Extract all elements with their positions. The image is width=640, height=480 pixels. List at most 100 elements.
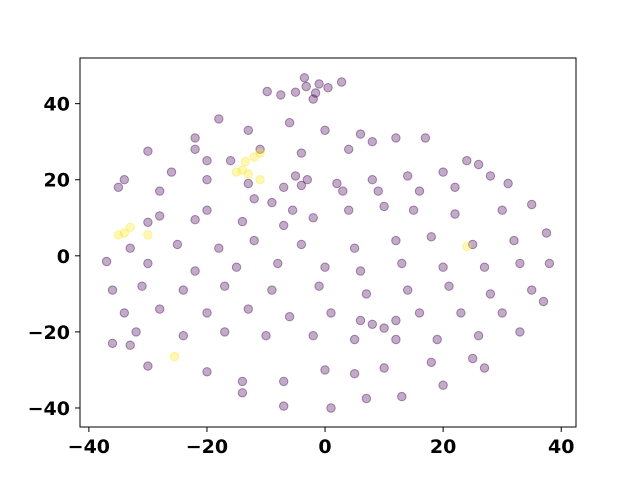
scatter-point-class-0 [336, 77, 347, 87]
scatter-point-class-1 [119, 228, 130, 238]
scatter-point-class-0 [284, 118, 295, 128]
scatter-point-class-0 [403, 171, 413, 181]
scatter-point-class-0 [509, 235, 519, 246]
scatter-point-class-0 [249, 235, 259, 246]
scatter-point-class-1 [255, 175, 265, 185]
scatter-point-class-0 [202, 205, 212, 215]
scatter-point-class-0 [131, 327, 141, 337]
scatter-point-class-0 [107, 338, 118, 348]
scatter-point-class-0 [237, 388, 248, 398]
scatter-point-class-0 [308, 331, 318, 341]
scatter-point-class-0 [391, 235, 401, 246]
scatter-point-class-1 [240, 156, 251, 167]
scatter-point-class-0 [214, 243, 224, 253]
scatter-point-class-0 [143, 217, 153, 228]
scatter-point-class-0 [314, 79, 324, 89]
scatter-point-class-0 [468, 239, 478, 250]
scatter-point-class-0 [308, 94, 318, 104]
scatter-point-class-0 [119, 175, 130, 185]
scatter-point-class-0 [414, 186, 425, 196]
scatter-point-class-0 [344, 205, 354, 215]
scatter-point-class-0 [361, 289, 372, 299]
scatter-point-class-0 [143, 258, 153, 269]
scatter-point-class-0 [503, 178, 513, 189]
scatter-point-class-0 [450, 182, 460, 193]
scatter-point-class-1 [249, 152, 259, 162]
scatter-point-class-0 [273, 258, 283, 269]
scatter-point-class-1 [113, 230, 124, 240]
scatter-point-class-0 [468, 353, 478, 364]
scatter-point-class-0 [391, 315, 401, 326]
scatter-point-class-0 [279, 220, 289, 231]
scatter-point-class-0 [473, 159, 484, 170]
scatter-point-class-0 [497, 205, 507, 215]
scatter-point-class-0 [373, 186, 383, 196]
scatter-point-class-0 [267, 285, 277, 295]
scatter-point-class-0 [279, 182, 289, 193]
scatter-point-class-0 [367, 175, 377, 185]
scatter-point-class-0 [349, 243, 360, 253]
scatter-point-class-0 [214, 114, 224, 124]
scatter-point-class-0 [432, 334, 442, 345]
scatter-point-class-0 [255, 144, 265, 155]
scatter-point-class-0 [243, 304, 254, 314]
scatter-point-class-0 [202, 156, 212, 166]
scatter-point-class-0 [299, 73, 310, 83]
scatter-point-class-0 [155, 211, 165, 221]
scatter-point-class-0 [290, 171, 301, 181]
x-axis-ticks: −40 −20 0 20 40 [68, 427, 574, 458]
scatter-point-class-0 [462, 156, 472, 166]
scatter-point-class-0 [202, 175, 212, 185]
x-tick-label: 40 [548, 436, 574, 458]
scatter-point-class-0 [379, 323, 389, 333]
scatter-point-class-0 [243, 178, 254, 189]
scatter-point-class-0 [296, 239, 307, 250]
scatter-point-class-0 [391, 334, 401, 345]
scatter-point-class-0 [338, 186, 348, 196]
scatter-point-class-0 [541, 228, 552, 238]
scatter-point-class-0 [113, 182, 124, 193]
scatter-point-class-0 [485, 289, 496, 299]
scatter-point-class-0 [287, 205, 298, 215]
scatter-point-class-0 [349, 334, 360, 345]
scatter-point-class-0 [155, 186, 165, 196]
scatter-point-class-0 [320, 262, 330, 272]
scatter-point-class-0 [326, 308, 336, 318]
scatter-point-class-1 [462, 241, 472, 252]
scatter-point-class-0 [279, 401, 289, 411]
y-tick-label: 40 [44, 94, 70, 116]
scatter-point-class-0 [302, 175, 312, 185]
scatter-point-class-0 [403, 285, 413, 295]
y-axis-ticks: −40 −20 0 20 40 [28, 94, 80, 420]
scatter-point-class-1 [237, 165, 248, 175]
scatter-point-class-0 [296, 148, 307, 158]
scatter-point-class-0 [344, 144, 354, 155]
scatter-point-class-0 [320, 365, 330, 375]
scatter-point-class-0 [190, 133, 200, 143]
scatter-point-class-1 [243, 169, 254, 179]
scatter-point-class-0 [314, 281, 324, 291]
scatter-point-class-0 [237, 216, 248, 227]
scatter-point-class-0 [301, 81, 311, 92]
scatter-point-class-0 [538, 296, 549, 307]
scatter-point-class-0 [473, 331, 484, 341]
scatter-point-class-0 [320, 125, 330, 136]
scatter-point-class-0 [220, 281, 230, 291]
scatter-point-class-0 [308, 213, 318, 223]
scatter-point-class-1 [143, 230, 153, 240]
scatter-point-class-0 [225, 156, 236, 166]
scatter-point-class-0 [125, 243, 135, 253]
scatter-point-class-0 [119, 308, 130, 318]
scatter-point-class-0 [323, 83, 333, 93]
scatter-point-class-0 [527, 285, 537, 295]
scatter-point-class-0 [397, 391, 407, 402]
scatter-point-class-1 [255, 148, 265, 158]
scatter-point-class-0 [438, 380, 448, 390]
y-tick-label: 0 [57, 246, 70, 268]
scatter-point-class-0 [190, 266, 200, 276]
scatter-point-class-0 [367, 319, 377, 329]
scatter-point-class-0 [544, 258, 555, 269]
scatter-point-class-0 [326, 403, 336, 413]
scatter-point-class-0 [190, 144, 200, 155]
